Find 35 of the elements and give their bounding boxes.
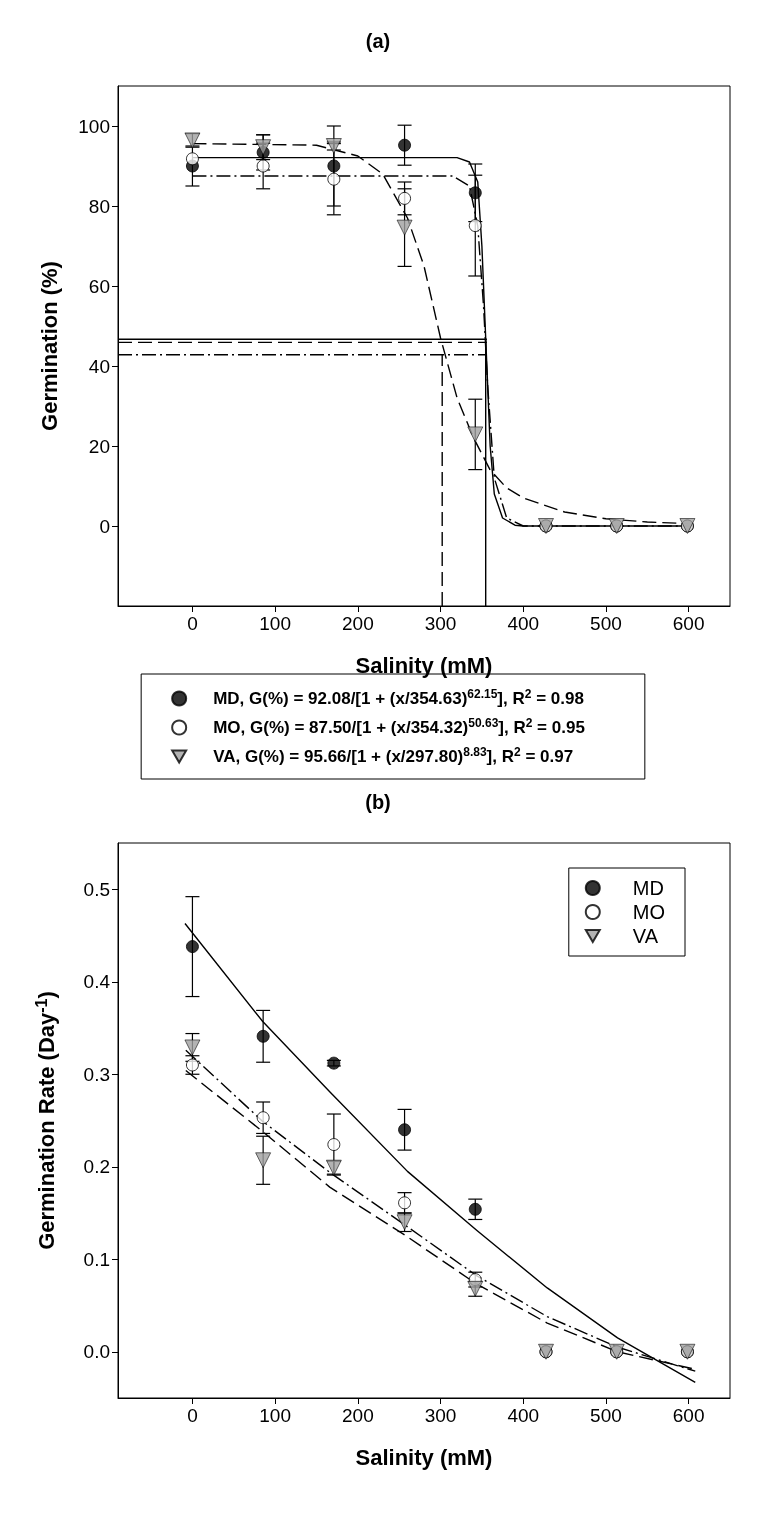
x-tick-label: 100 (259, 613, 291, 634)
x-axis-title: Salinity (mM) (355, 652, 493, 678)
chart-title: (a) (365, 30, 391, 52)
y-tick-label: 0.1 (83, 1248, 110, 1270)
legend-label: MD (632, 877, 664, 899)
x-tick-label: 100 (259, 1405, 291, 1426)
x-tick-label: 0 (187, 613, 198, 634)
x-tick-label: 300 (424, 1405, 457, 1426)
y-tick-label: 0.5 (83, 878, 110, 900)
y-tick-label: 40 (88, 355, 110, 377)
x-tick-label: 400 (507, 1405, 540, 1426)
chart-title: (b) (365, 791, 391, 813)
y-tick-label: 100 (78, 115, 110, 137)
legend-label: VA (632, 925, 659, 947)
y-tick-label: 80 (88, 195, 110, 217)
x-tick-label: 600 (672, 1405, 705, 1426)
legend-label: MO (632, 901, 665, 923)
y-tick-label: 0.3 (83, 1063, 110, 1085)
x-tick-label: 0 (187, 1405, 198, 1426)
y-axis-title: Germination Rate (Day-1) (32, 991, 59, 1250)
x-tick-label: 200 (341, 613, 374, 634)
y-tick-label: 0.2 (83, 1156, 110, 1178)
x-tick-label: 500 (590, 1405, 622, 1426)
y-axis-title: Germination (%) (36, 261, 62, 431)
x-tick-label: 500 (590, 613, 622, 634)
y-tick-label: 20 (88, 435, 110, 457)
y-tick-label: 0.4 (83, 971, 111, 993)
x-tick-label: 400 (507, 613, 540, 634)
y-tick-label: 0.0 (83, 1341, 110, 1363)
y-tick-label: 60 (88, 275, 110, 297)
x-axis-title: Salinity (mM) (355, 1444, 493, 1470)
x-tick-label: 600 (672, 613, 705, 634)
x-tick-label: 300 (424, 613, 457, 634)
x-tick-label: 200 (341, 1405, 374, 1426)
y-tick-label: 0 (99, 515, 110, 537)
